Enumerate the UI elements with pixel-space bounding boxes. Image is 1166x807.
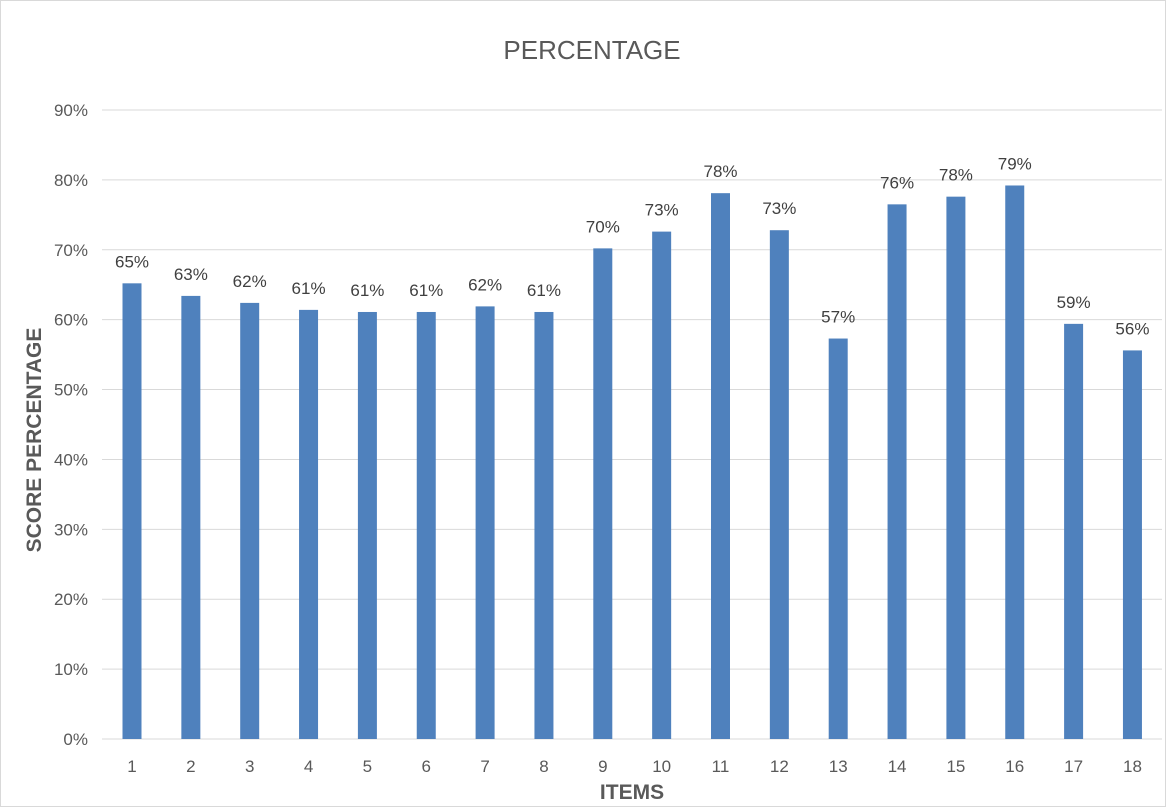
- x-tick-label: 11: [712, 757, 730, 776]
- bar-item-7: [475, 306, 495, 739]
- x-axis-title: ITEMS: [600, 781, 664, 804]
- data-label: 73%: [762, 199, 796, 218]
- x-tick-label: 9: [598, 757, 607, 776]
- bar-item-10: [652, 231, 672, 739]
- bar-item-2: [181, 295, 201, 739]
- data-label: 61%: [527, 281, 561, 300]
- data-label: 62%: [233, 272, 267, 291]
- bar-item-15: [946, 196, 966, 739]
- y-tick-label: 10%: [54, 660, 88, 679]
- data-label: 56%: [1115, 319, 1149, 338]
- data-label: 61%: [409, 281, 443, 300]
- chart-title: PERCENTAGE: [503, 35, 680, 65]
- data-label: 61%: [292, 279, 326, 298]
- x-tick-label: 5: [363, 757, 372, 776]
- bar-item-13: [828, 338, 848, 739]
- data-label: 73%: [645, 201, 679, 220]
- x-tick-label: 10: [652, 757, 671, 776]
- y-tick-label: 80%: [54, 171, 88, 190]
- data-label: 79%: [998, 154, 1032, 173]
- data-label: 61%: [350, 281, 384, 300]
- y-tick-label: 30%: [54, 520, 88, 539]
- data-label: 57%: [821, 308, 855, 327]
- bar-item-12: [769, 230, 789, 739]
- bar-item-1: [122, 283, 142, 739]
- bar-item-11: [711, 193, 730, 739]
- x-tick-labels: 1 2 3 4 5 6 7 8 9 10 11 12 13 14 15 16 17 18: [127, 757, 1142, 776]
- data-label: 59%: [1057, 293, 1091, 312]
- data-label: 62%: [468, 275, 502, 294]
- bar-item-6: [416, 311, 436, 739]
- bar-item-17: [1064, 323, 1084, 739]
- x-tick-label: 6: [422, 757, 431, 776]
- y-tick-label: 20%: [54, 590, 88, 609]
- bar-item-14: [887, 204, 907, 740]
- data-label: 76%: [880, 173, 914, 192]
- x-tick-label: 1: [127, 757, 136, 776]
- y-tick-label: 50%: [54, 381, 88, 400]
- data-labels: 65% 63% 62% 61% 61% 61% 62% 61% 70% 73% 78% 73% 57% 7…: [115, 154, 1149, 338]
- x-tick-label: 15: [946, 757, 965, 776]
- data-label: 65%: [115, 252, 149, 271]
- x-tick-label: 8: [539, 757, 548, 776]
- bar-item-3: [240, 302, 260, 739]
- x-tick-label: 4: [304, 757, 313, 776]
- y-tick-label: 70%: [54, 241, 88, 260]
- y-tick-labels: 0% 10% 20% 30% 40% 50% 60% 70% 80% 90%: [54, 101, 88, 749]
- bar-item-16: [1005, 185, 1025, 740]
- x-tick-label: 2: [186, 757, 195, 776]
- x-tick-label: 7: [480, 757, 489, 776]
- bar-item-5: [357, 311, 377, 739]
- y-tick-label: 0%: [63, 730, 88, 749]
- x-tick-label: 13: [829, 757, 848, 776]
- y-axis-title: SCORE PERCENTAGE: [23, 328, 46, 553]
- x-tick-label: 14: [888, 757, 907, 776]
- x-tick-label: 12: [770, 757, 789, 776]
- x-tick-label: 18: [1123, 757, 1142, 776]
- bars: [122, 185, 1142, 740]
- data-label: 78%: [703, 162, 737, 181]
- data-label: 78%: [939, 166, 973, 185]
- data-label: 63%: [174, 265, 208, 284]
- y-tick-label: 90%: [54, 101, 88, 120]
- bar-item-4: [299, 309, 319, 739]
- x-tick-label: 17: [1064, 757, 1083, 776]
- x-tick-label: 3: [245, 757, 254, 776]
- bar-item-18: [1122, 350, 1142, 739]
- data-label: 70%: [586, 217, 620, 236]
- bar-item-8: [534, 311, 554, 739]
- y-tick-label: 60%: [54, 311, 88, 330]
- y-tick-label: 40%: [54, 450, 88, 469]
- x-tick-label: 16: [1005, 757, 1024, 776]
- gridlines: [102, 109, 1162, 740]
- bar-item-9: [593, 248, 613, 739]
